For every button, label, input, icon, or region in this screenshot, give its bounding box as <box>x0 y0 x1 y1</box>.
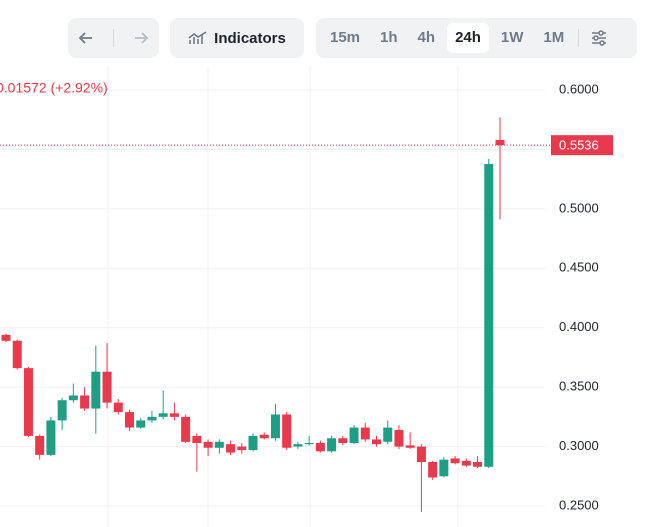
timeframe-bar: 15m 1h 4h 24h 1W 1M <box>316 18 637 58</box>
candle-body <box>125 412 134 428</box>
last-price-label: 0.5536 <box>559 138 599 153</box>
candle-body <box>1 334 11 341</box>
candle-body <box>338 438 348 444</box>
candle-body <box>226 444 236 453</box>
candle-body <box>450 458 460 464</box>
settings-button[interactable] <box>589 28 609 48</box>
candle-body <box>248 435 258 451</box>
y-tick-label: 0.4500 <box>559 260 599 275</box>
y-tick-label: 0.5000 <box>559 200 599 215</box>
separator <box>578 29 580 47</box>
y-tick-label: 0.6000 <box>559 81 599 96</box>
candle-body <box>495 139 505 146</box>
candle-body <box>372 439 381 445</box>
history-nav <box>68 18 159 58</box>
candle-body <box>484 164 494 467</box>
candle-body <box>416 446 426 463</box>
timeframe-button[interactable]: 1h <box>380 29 398 46</box>
candle-body <box>91 371 101 409</box>
candle-body <box>80 395 90 409</box>
candle-body <box>461 460 471 466</box>
y-tick-label: 0.3500 <box>559 379 599 394</box>
candle-body <box>136 420 146 428</box>
candle-body <box>270 414 280 439</box>
candle-body <box>102 371 112 403</box>
candle-body <box>293 444 303 447</box>
candle-body <box>192 435 202 444</box>
candle-body <box>237 446 247 451</box>
candle-body <box>360 427 370 440</box>
settings-icon <box>592 30 607 46</box>
candle-body <box>113 402 123 413</box>
candle-body <box>203 441 213 448</box>
last-price-box <box>551 135 613 156</box>
candle-body <box>23 368 33 436</box>
candle-body <box>394 429 404 447</box>
candle-body <box>181 416 191 442</box>
timeframe-button[interactable]: 1M <box>543 29 565 46</box>
candle-body <box>35 435 45 455</box>
candle-body <box>169 413 179 417</box>
candle-body <box>473 462 483 467</box>
timeframe-button[interactable]: 1W <box>500 29 524 46</box>
candle-body <box>282 414 292 448</box>
forward-button[interactable] <box>131 28 151 48</box>
candle-body <box>46 420 56 455</box>
candle-body <box>57 400 67 421</box>
y-tick-label: 0.4000 <box>559 319 599 334</box>
candle-body <box>158 413 168 417</box>
candle-body <box>259 434 269 439</box>
candle-body <box>405 445 415 448</box>
indicators-icon <box>188 31 207 44</box>
timeframe-button[interactable]: 24h <box>447 23 489 53</box>
candle-body <box>315 443 325 452</box>
candle-body <box>304 443 314 445</box>
y-tick-label: 0.5500 <box>559 141 599 156</box>
indicators-button[interactable]: Indicators <box>170 18 304 58</box>
candle-body <box>349 427 359 444</box>
candle-body <box>428 462 438 478</box>
y-tick-label: 0.2500 <box>559 497 599 512</box>
timeframe-button[interactable]: 4h <box>417 29 436 46</box>
y-tick-label: 0.3000 <box>559 438 599 453</box>
back-button[interactable] <box>76 28 96 48</box>
candle-body <box>327 438 337 452</box>
candle-body <box>214 441 224 448</box>
candle-body <box>12 340 22 369</box>
candle-body <box>383 427 393 442</box>
timeframe-button[interactable]: 15m <box>330 29 361 46</box>
candle-body <box>68 395 78 401</box>
indicators-label: Indicators <box>214 29 286 47</box>
candle-body <box>147 416 157 421</box>
candle-body <box>439 459 449 477</box>
change-text: 0.01572 (+2.92%) <box>0 80 108 96</box>
